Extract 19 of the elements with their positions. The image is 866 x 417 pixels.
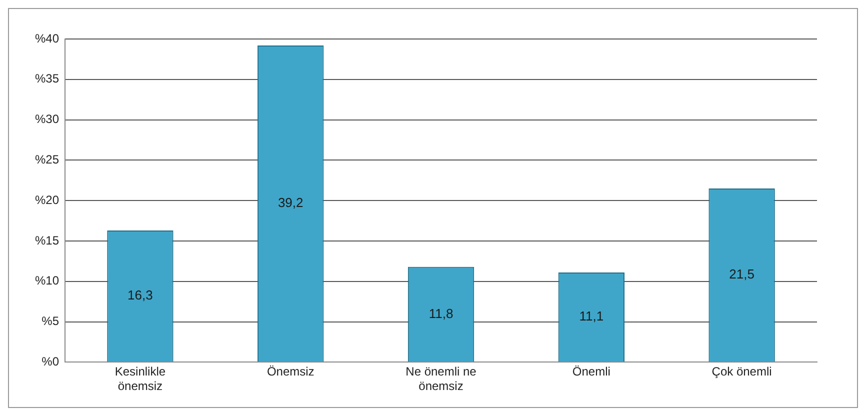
x-tick-label: Kesinlikle önemsiz xyxy=(114,364,166,394)
data-label: 39,2 xyxy=(278,195,304,210)
y-tick-label: %40 xyxy=(34,31,60,46)
y-tick-label: %30 xyxy=(34,112,60,126)
y-tick-label: %15 xyxy=(34,233,60,248)
y-tick-label: %35 xyxy=(34,72,60,86)
x-tick-label: Çok önemli xyxy=(712,364,772,379)
data-label: 11,8 xyxy=(428,306,454,321)
y-tick-label: %20 xyxy=(34,192,60,207)
y-tick-label: %0 xyxy=(42,354,60,369)
y-tick-label: %10 xyxy=(34,274,60,288)
x-tick-label: Önemli xyxy=(572,364,610,379)
data-label: 21,5 xyxy=(729,266,754,282)
y-tick-label: %25 xyxy=(34,152,60,167)
data-label: 11,1 xyxy=(579,308,604,324)
x-tick-label: Önemsiz xyxy=(266,364,314,379)
data-label: 16,3 xyxy=(128,288,153,303)
y-tick-label: %5 xyxy=(42,314,60,328)
x-tick-label: Ne önemli ne önemsiz xyxy=(406,364,477,394)
